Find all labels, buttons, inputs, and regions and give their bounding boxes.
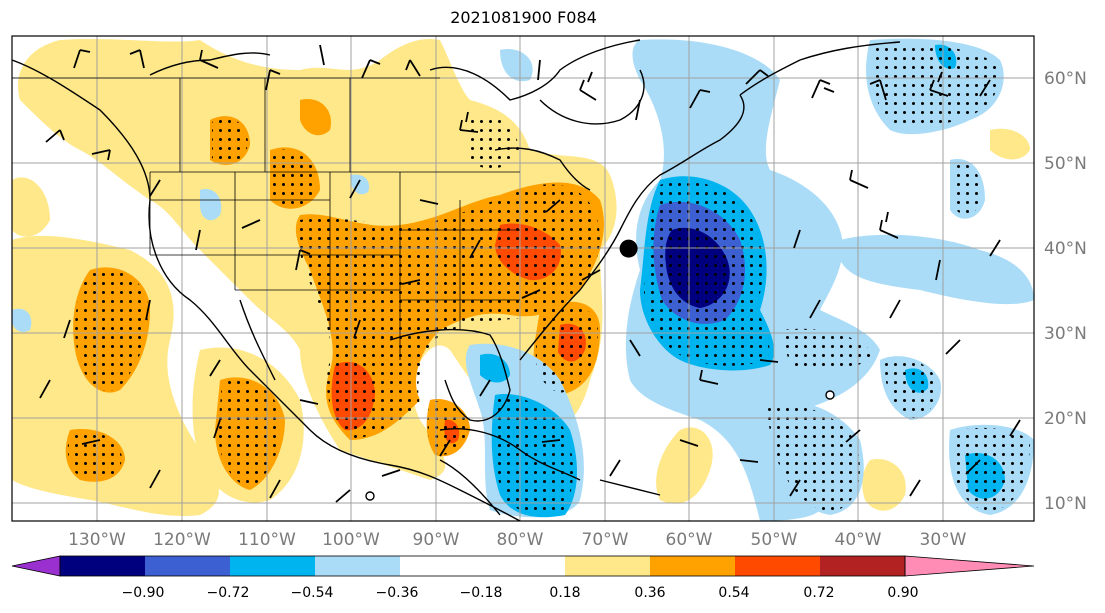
- plot-frame: [11, 35, 1035, 522]
- political-borders: [12, 77, 520, 360]
- coastlines: [12, 39, 901, 521]
- location-marker: [619, 239, 638, 258]
- colorbar-bin: [820, 556, 905, 576]
- colorbar-label: −0.18: [460, 585, 503, 601]
- lat-label-30n: 30°N: [1044, 324, 1087, 344]
- colorbar-label: −0.54: [291, 585, 334, 601]
- colorbar-bin: [230, 556, 315, 576]
- colorbar-bin: [60, 556, 145, 576]
- colorbar-label: −0.72: [207, 585, 250, 601]
- colorbar-label: 0.18: [549, 585, 580, 601]
- lat-label-20n: 20°N: [1044, 409, 1087, 429]
- colorbar-bin: [315, 556, 400, 576]
- colorbar-extend-low: [11, 555, 61, 577]
- lon-label-120w: 120°W: [153, 530, 211, 550]
- colorbar-label: −0.90: [122, 585, 165, 601]
- lon-label-60w: 60°W: [666, 530, 713, 550]
- colorbar-extend-high: [904, 555, 1035, 577]
- lon-label-90w: 90°W: [413, 530, 460, 550]
- lat-label-50n: 50°N: [1044, 154, 1087, 174]
- lat-label-10n: 10°N: [1044, 494, 1087, 514]
- small-circle-marker: [825, 390, 835, 400]
- lon-label-30w: 30°W: [920, 530, 967, 550]
- lon-label-130w: 130°W: [68, 530, 126, 550]
- colorbar-label: 0.54: [718, 585, 749, 601]
- lon-label-110w: 110°W: [238, 530, 296, 550]
- lon-label-70w: 70°W: [582, 530, 629, 550]
- colorbar-label: 0.72: [803, 585, 834, 601]
- map-title: 2021081900 F084: [450, 8, 597, 27]
- longitude-labels: 130°W 120°W 110°W 100°W 90°W 80°W 70°W 6…: [68, 530, 967, 550]
- lon-label-40w: 40°W: [835, 530, 882, 550]
- colorbar: −0.90 −0.72 −0.54 −0.36 −0.18 0.18 0.36 …: [11, 555, 1035, 601]
- colorbar-bin: [735, 556, 820, 576]
- colorbar-bin: [145, 556, 230, 576]
- colorbar-bin: [650, 556, 735, 576]
- colorbar-bin: [400, 556, 565, 576]
- wind-barbs: [39, 44, 1021, 503]
- latitude-labels: 60°N 50°N 40°N 30°N 20°N 10°N: [1044, 69, 1087, 514]
- colorbar-label: −0.36: [376, 585, 419, 601]
- colorbar-label: 0.90: [887, 585, 918, 601]
- lat-label-40n: 40°N: [1044, 239, 1087, 259]
- lon-label-50w: 50°W: [751, 530, 798, 550]
- lon-label-100w: 100°W: [322, 530, 380, 550]
- colorbar-bin: [565, 556, 650, 576]
- small-circle-marker: [365, 491, 375, 501]
- lon-label-80w: 80°W: [497, 530, 544, 550]
- colorbar-label: 0.36: [634, 585, 665, 601]
- lat-label-60n: 60°N: [1044, 69, 1087, 89]
